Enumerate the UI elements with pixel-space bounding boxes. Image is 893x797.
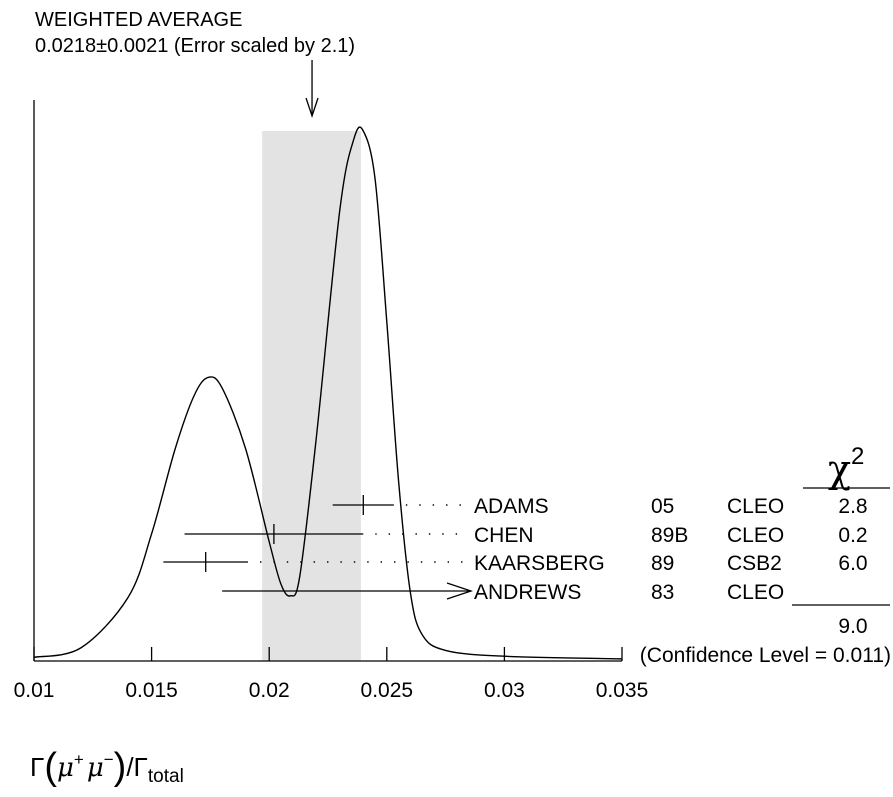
weighted-average-arrow: [305, 60, 319, 119]
upper-limit-arrowhead: [446, 582, 474, 600]
x-tick-label: 0.03: [484, 679, 525, 702]
measurement-name: ADAMS: [474, 495, 549, 518]
x-tick-label: 0.025: [361, 679, 414, 702]
confidence-level: (Confidence Level = 0.011): [640, 644, 891, 667]
measurement-year: 89: [651, 552, 674, 575]
measurement-year: 05: [651, 495, 674, 518]
measurement-experiment: CLEO: [727, 581, 784, 604]
chi2-total: 9.0: [838, 615, 867, 638]
measurement-experiment: CLEO: [727, 495, 784, 518]
weighted-average-band: [262, 131, 361, 661]
title-line-2: 0.0218±0.0021 (Error scaled by 2.1): [35, 35, 355, 57]
measurement-name: CHEN: [474, 524, 534, 547]
measurement-chi2: 6.0: [838, 552, 867, 575]
x-axis-ticks: 0.01 0.015 0.02 0.025 0.03 0.035: [14, 647, 649, 702]
measurement-name: ANDREWS: [474, 581, 581, 604]
x-tick-label: 0.02: [249, 679, 290, 702]
measurement-name: KAARSBERG: [474, 552, 605, 575]
measurement-chi2: 2.8: [838, 495, 867, 518]
measurement-year: 89B: [651, 524, 688, 547]
measurements: ADAMS 05 CLEO 2.8 CHEN 89B CLEO 0.2 KAARSBERG 89 C…: [163, 495, 868, 604]
measurement-experiment: CSB2: [727, 552, 782, 575]
x-tick-label: 0.015: [125, 679, 178, 702]
chi2-header: χ2: [828, 443, 864, 491]
title-line-1: WEIGHTED AVERAGE: [35, 9, 242, 31]
x-tick-label: 0.035: [596, 679, 649, 702]
ideogram-curve: [33, 126, 623, 660]
x-axis-label: Γ(μ+ μ−)/Γtotal: [30, 746, 184, 788]
measurement-year: 83: [651, 581, 674, 604]
measurement-experiment: CLEO: [727, 524, 784, 547]
measurement-chi2: 0.2: [838, 524, 867, 547]
x-tick-label: 0.01: [14, 679, 55, 702]
